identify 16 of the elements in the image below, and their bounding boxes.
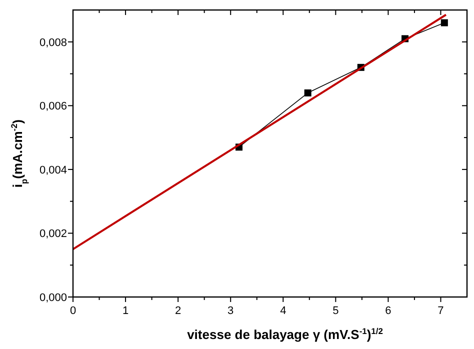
point bbox=[304, 89, 312, 96]
x-tick-label: 2 bbox=[175, 305, 182, 317]
y-tick-label: 0,006 bbox=[39, 100, 67, 113]
x-tick-label: 5 bbox=[332, 305, 339, 317]
x-tick-label: 6 bbox=[385, 305, 392, 317]
y-tick-label: 0,008 bbox=[39, 36, 67, 49]
y-tick-label: 0,000 bbox=[39, 292, 67, 304]
point bbox=[440, 19, 448, 26]
y-tick-label: 0,004 bbox=[39, 164, 67, 176]
y-tick-label: 0,002 bbox=[39, 228, 67, 240]
x-tick-label: 3 bbox=[228, 305, 234, 317]
x-tick-label: 1 bbox=[122, 305, 129, 317]
x-tick-label: 7 bbox=[438, 305, 444, 317]
x-axis-title: vitesse de balayage γ (mV.S$^{-1}$)$^{1/2}$ bbox=[187, 326, 384, 342]
x-tick-label: 4 bbox=[280, 305, 286, 317]
x-tick-label: 0 bbox=[70, 305, 76, 317]
